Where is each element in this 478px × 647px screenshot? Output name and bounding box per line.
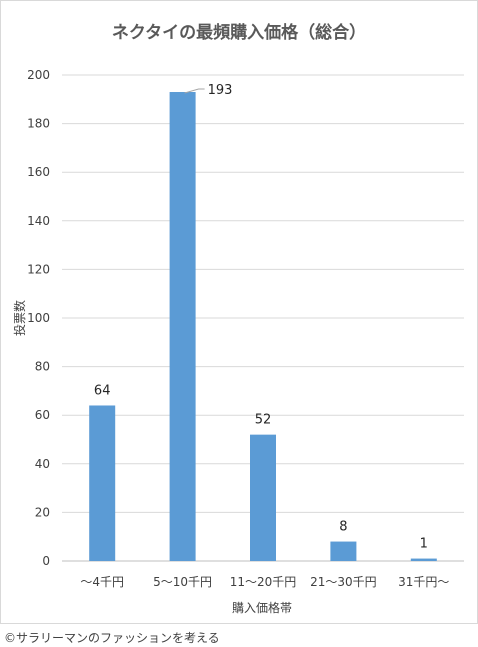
x-axis-title: 購入価格帯: [232, 600, 292, 615]
data-label: 8: [339, 520, 347, 535]
x-tick-label: ～4千円: [80, 575, 124, 589]
x-tick-label: 11～20千円: [230, 575, 297, 589]
data-label: 193: [208, 83, 233, 98]
y-tick-label: 60: [35, 408, 50, 422]
bar: [250, 434, 276, 561]
data-label: 1: [420, 537, 428, 552]
y-tick-label: 20: [35, 505, 50, 519]
bar: [410, 558, 437, 561]
data-label: 52: [255, 413, 272, 428]
bar: [169, 92, 196, 561]
x-tick-labels: ～4千円 5～10千円 11～20千円 21～30千円 31千円～: [80, 575, 449, 589]
chart-frame: [0, 0, 478, 624]
y-tick-label: 180: [27, 117, 50, 131]
data-label: 64: [94, 383, 111, 398]
y-tick-label: 80: [35, 360, 50, 374]
y-tick-label: 160: [27, 165, 50, 179]
gridlines: [62, 74, 464, 562]
copyright-credit: ©サラリーマンのファッションを考える: [4, 631, 220, 645]
bars: 64 193 52 8 1: [89, 83, 437, 561]
y-axis-title: 投票数: [12, 300, 27, 336]
data-label-leader: [184, 88, 205, 94]
bar-chart: 0 20 40 60 80 100 120 140 160 180 200 64 193 52 8 1 ～4…: [12, 68, 464, 615]
chart-title: ネクタイの最頻購入価格（総合）: [111, 23, 367, 43]
y-tick-label: 100: [27, 311, 50, 325]
y-tick-label: 40: [35, 457, 50, 471]
y-tick-label: 200: [27, 68, 50, 82]
x-tick-label: 21～30千円: [310, 575, 377, 589]
bar: [89, 405, 116, 561]
x-tick-label: 31千円～: [398, 575, 449, 589]
y-tick-label: 0: [42, 554, 50, 568]
y-tick-label: 140: [27, 214, 50, 228]
x-tick-label: 5～10千円: [153, 575, 212, 589]
bar: [330, 541, 357, 561]
y-tick-labels: 0 20 40 60 80 100 120 140 160 180 200: [27, 68, 50, 568]
y-tick-label: 120: [27, 262, 50, 276]
